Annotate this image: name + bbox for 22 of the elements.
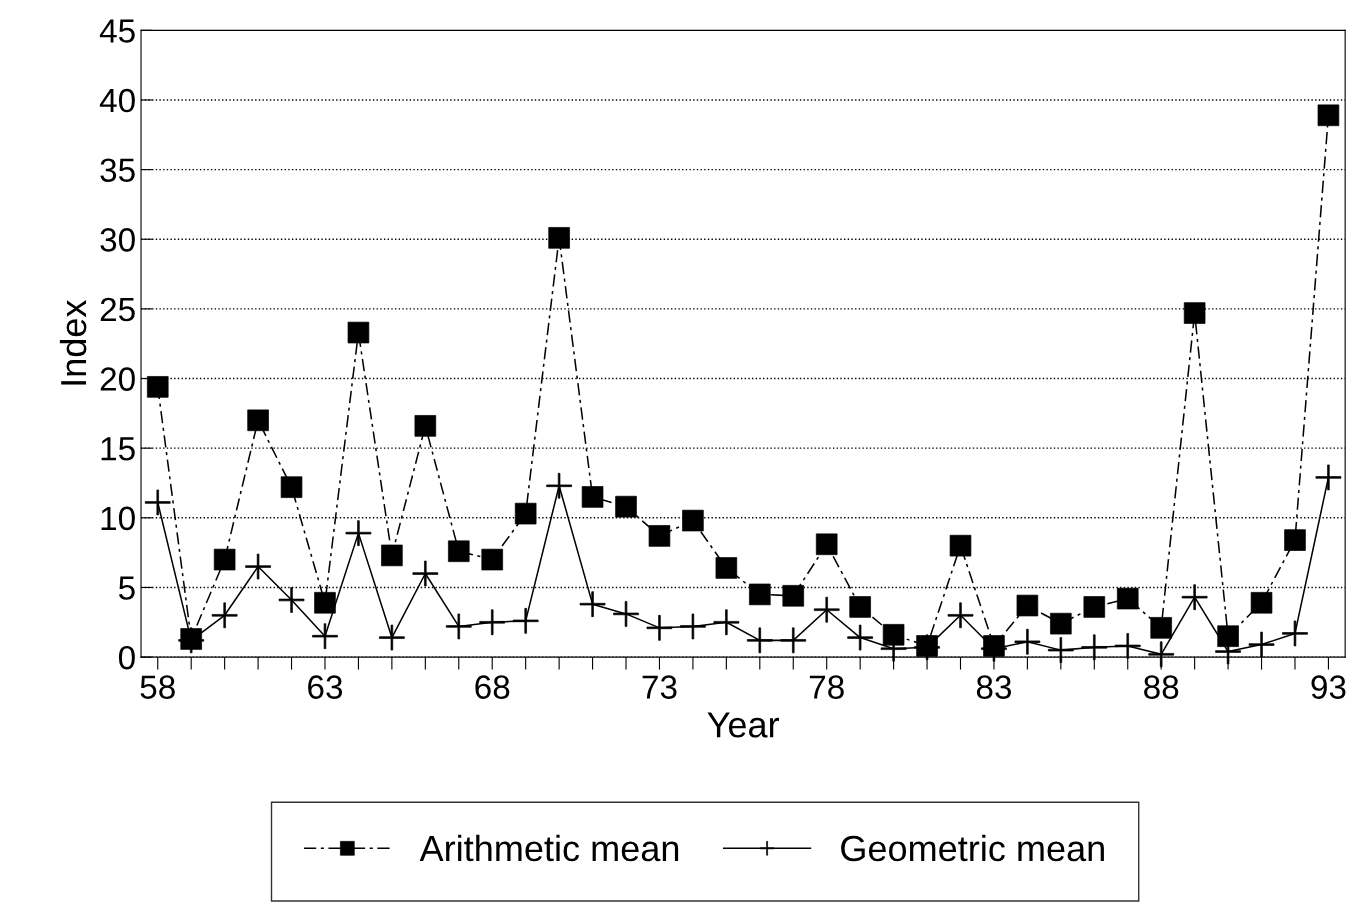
y-tick-label: 30: [100, 228, 135, 252]
x-tick-label: 88: [1144, 675, 1179, 699]
x-tick-label: 83: [976, 675, 1012, 699]
y-tick-label: 40: [99, 88, 135, 113]
legend-label: Arithmetic mean: [419, 834, 679, 862]
y-tick-label: 0: [118, 645, 135, 670]
y-tick-label: 10: [101, 506, 135, 531]
x-tick-label: 63: [308, 675, 343, 699]
y-tick-label: 45: [99, 19, 135, 43]
y-tick-label: 20: [100, 367, 135, 391]
y-tick-label: 5: [118, 576, 135, 600]
legend-label: Geometric mean: [841, 834, 1104, 862]
x-tick-label: 93: [1311, 675, 1346, 699]
x-tick-label: 58: [140, 675, 175, 699]
x-tick-label: 73: [642, 675, 677, 699]
y-tick-label: 35: [100, 158, 135, 183]
x-tick-label: 78: [809, 675, 844, 699]
y-tick-label: 25: [100, 297, 135, 322]
x-axis-title: Year: [707, 712, 779, 738]
y-tick-label: 15: [101, 437, 135, 461]
y-axis-title: Index: [59, 299, 87, 385]
x-tick-label: 68: [475, 675, 510, 699]
